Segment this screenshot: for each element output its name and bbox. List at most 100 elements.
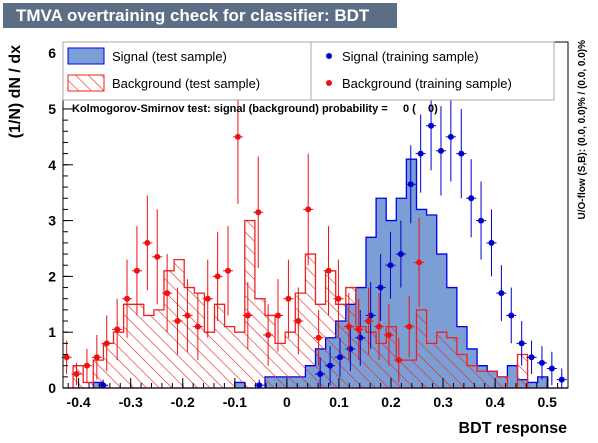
background-training-point (295, 318, 302, 325)
background-training-point (73, 371, 80, 378)
overflow-annotation: U/O-flow (S,B): (0.0, 0.0)% / (0.0, 0.0)… (577, 40, 588, 220)
legend-label-signal-train: Signal (training sample) (342, 49, 479, 64)
x-tick-label: 0.2 (381, 394, 401, 410)
x-tick-label: -0.2 (171, 394, 195, 410)
signal-training-point (428, 122, 435, 129)
background-training-point (124, 295, 131, 302)
background-training-point (255, 209, 262, 216)
background-training-point (305, 206, 312, 213)
background-training-point (416, 259, 423, 266)
background-training-point (93, 354, 100, 361)
x-tick-label: -0.1 (223, 394, 247, 410)
y-tick-label: 1 (48, 324, 56, 340)
background-training-point (285, 295, 292, 302)
signal-training-point (508, 312, 515, 319)
background-training-point (244, 312, 251, 319)
background-training-point (103, 340, 110, 347)
background-training-points (61, 69, 425, 386)
signal-training-point (317, 371, 324, 378)
background-test-histogram-area (63, 219, 568, 389)
x-tick-label: 0.4 (485, 394, 505, 410)
background-training-point (345, 323, 352, 330)
x-tick-label: 0 (283, 394, 291, 410)
background-training-point (406, 323, 413, 330)
legend-label-background-train: Background (training sample) (342, 76, 512, 91)
signal-training-point (488, 239, 495, 246)
legend-swatch-background-test (67, 74, 105, 92)
x-axis: -0.4 -0.3 -0.2 -0.1 0 0.1 0.2 0.3 0.4 0.5 (67, 378, 559, 410)
signal-training-point (498, 290, 505, 297)
signal-training-point (327, 362, 334, 369)
legend-marker-signal-train (326, 53, 332, 59)
y-tick-label: 0 (48, 380, 56, 396)
legend-label-signal-test: Signal (test sample) (112, 49, 227, 64)
y-axis-title: (1/N) dN / dx (7, 45, 24, 138)
background-training-point (184, 312, 191, 319)
signal-training-point (528, 354, 535, 361)
x-tick-label: -0.3 (119, 394, 143, 410)
background-training-point (325, 267, 332, 274)
signal-training-points (98, 81, 567, 389)
signal-training-point (538, 359, 545, 366)
signal-training-point (387, 262, 394, 269)
legend-marker-background-train (326, 80, 332, 86)
background-training-point (275, 312, 282, 319)
y-tick-label: 2 (48, 268, 56, 284)
signal-training-point (377, 284, 384, 291)
legend-box-train (310, 41, 555, 101)
signal-training-point (478, 217, 485, 224)
y-tick-label: 5 (48, 101, 56, 117)
background-training-point (395, 357, 402, 364)
background-training-point (204, 295, 211, 302)
legend: Signal (test sample) Background (test sa… (62, 41, 555, 101)
signal-training-point (357, 334, 364, 341)
chart-title: TMVA overtraining check for classifier: … (3, 3, 397, 28)
x-tick-label: 0.3 (433, 394, 453, 410)
y-tick-label: 6 (48, 45, 56, 61)
background-training-point (225, 267, 232, 274)
y-tick-label: 4 (48, 157, 56, 173)
ks-test-annotation: Kolmogorov-Smirnov test: signal (backgro… (72, 103, 438, 115)
signal-training-point (256, 382, 263, 389)
background-training-point (83, 362, 90, 369)
background-training-point (265, 331, 272, 338)
signal-training-point (407, 181, 414, 188)
signal-training-point (558, 376, 565, 383)
signal-training-point (468, 195, 475, 202)
background-training-point (174, 318, 181, 325)
background-training-point (355, 326, 362, 333)
background-training-point (335, 295, 342, 302)
background-training-point (133, 267, 140, 274)
background-training-point (164, 290, 171, 297)
signal-training-point (417, 150, 424, 157)
background-training-point (63, 354, 70, 361)
background-training-point (144, 239, 151, 246)
background-training-point (365, 318, 372, 325)
signal-training-point (336, 354, 343, 361)
background-training-point (376, 323, 383, 330)
signal-training-point (367, 312, 374, 319)
background-training-point (214, 273, 221, 280)
x-axis-title: BDT response (459, 420, 568, 437)
signal-training-point (100, 382, 107, 389)
y-tick-label: 3 (48, 213, 56, 229)
background-test-histogram (63, 219, 568, 389)
background-training-point (194, 323, 201, 330)
signal-training-point (518, 340, 525, 347)
background-training-point (114, 326, 121, 333)
legend-label-background-test: Background (test sample) (112, 76, 260, 91)
signal-training-point (548, 365, 555, 372)
signal-training-point (447, 133, 454, 140)
signal-training-point (347, 345, 354, 352)
background-training-point (154, 253, 161, 260)
signal-training-point (397, 251, 404, 258)
x-tick-label: 0.5 (537, 394, 557, 410)
x-tick-label: 0.1 (329, 394, 349, 410)
legend-swatch-signal-test (67, 47, 105, 65)
background-training-point (315, 334, 322, 341)
background-training-point (385, 331, 392, 338)
x-tick-label: -0.4 (67, 394, 91, 410)
signal-training-point (458, 150, 465, 157)
background-training-point (234, 133, 241, 140)
